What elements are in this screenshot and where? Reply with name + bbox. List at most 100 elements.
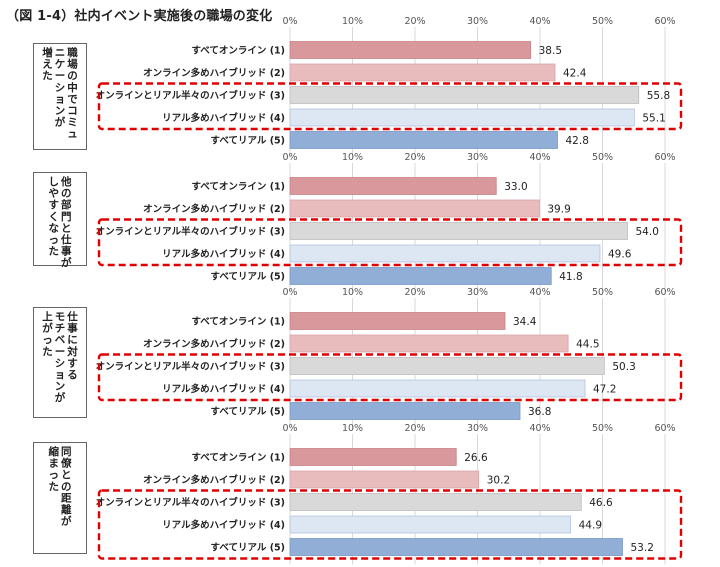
panel-label-char: コ — [67, 105, 78, 117]
tick-label: 50% — [592, 423, 613, 434]
bar — [289, 108, 635, 127]
panel-label-char: っ — [49, 234, 60, 246]
value-label: 42.4 — [563, 68, 587, 80]
category-label: オンライン多めハイブリッド (2) — [143, 203, 285, 215]
panel-label-char: 中 — [67, 81, 78, 94]
value-label: 34.4 — [513, 316, 537, 328]
value-label: 55.1 — [642, 113, 665, 125]
category-label: オンラインとリアル半々のハイブリッド (3) — [96, 90, 285, 102]
category-label: すべてリアル (5) — [211, 543, 285, 554]
panel-label-char: 部 — [61, 198, 72, 211]
panel-label-char: 職 — [67, 46, 78, 59]
panel-label-char: く — [49, 211, 60, 223]
category-label: オンライン多めハイブリッド (2) — [143, 474, 285, 486]
bar — [289, 312, 506, 330]
tick-label: 30% — [467, 152, 488, 163]
panel-label-char: ョ — [55, 93, 66, 105]
tick-label: 0% — [282, 16, 297, 27]
panel-label-char: ミ — [67, 117, 78, 129]
panel-label-char: ま — [49, 458, 60, 470]
panel-label-char: ン — [55, 381, 66, 393]
panel-label-char: と — [61, 222, 72, 234]
value-label: 41.8 — [559, 271, 582, 283]
category-label: すべてオンライン (1) — [191, 453, 285, 464]
value-label: 53.2 — [631, 542, 654, 554]
panel-label-char: 仕 — [60, 233, 72, 246]
category-label: オンラインとリアル半々のハイブリッド (3) — [96, 361, 285, 373]
panel-label — [33, 43, 87, 150]
value-label: 46.6 — [589, 497, 613, 509]
panel-label-char: チ — [55, 323, 66, 335]
tick-label: 10% — [342, 152, 363, 163]
value-label: 36.8 — [528, 406, 551, 418]
bar — [289, 177, 497, 195]
panel-label-char: 事 — [67, 322, 78, 335]
bar — [289, 402, 521, 420]
panel-label-char: ン — [55, 105, 66, 117]
panel-label-char: や — [49, 188, 60, 200]
tick-label: 40% — [529, 152, 550, 163]
tick-label: 60% — [654, 287, 675, 298]
panel-label-char: る — [67, 369, 78, 381]
category-label: すべてオンライン (1) — [191, 182, 285, 193]
panel-label-char: た — [49, 246, 60, 258]
tick-label: 50% — [592, 16, 613, 27]
category-label: リアル多めハイブリッド (4) — [162, 519, 285, 531]
panel-label-char: の — [61, 481, 72, 493]
value-label: 44.9 — [579, 520, 602, 532]
panel-label-char: が — [55, 391, 66, 404]
category-label: すべてオンライン (1) — [191, 46, 285, 57]
bar — [289, 199, 540, 218]
category-label: すべてオンライン (1) — [191, 317, 285, 328]
panel-label-char: の — [61, 188, 72, 200]
highlight-box — [97, 489, 683, 560]
tick-label: 60% — [654, 16, 675, 27]
value-label: 49.6 — [608, 249, 632, 261]
category-label: リアル多めハイブリッド (4) — [162, 383, 285, 395]
tick-label: 30% — [467, 16, 488, 27]
tick-label: 50% — [592, 287, 613, 298]
category-label: リアル多めハイブリッド (4) — [162, 112, 285, 124]
panel-label-char: 門 — [61, 211, 72, 223]
panel-label-char: え — [42, 59, 53, 71]
panel-label-char: シ — [55, 82, 66, 94]
bar — [289, 222, 628, 240]
bar — [289, 379, 586, 398]
tick-label: 20% — [404, 423, 425, 434]
tick-label: 40% — [529, 423, 550, 434]
tick-label: 10% — [342, 287, 363, 298]
figure-title: （図 1-4）社内イベント実施後の職場の変化 — [6, 9, 273, 24]
panel-label-char: す — [49, 199, 60, 211]
panel-label-char: ー — [55, 70, 66, 82]
value-label: 33.0 — [504, 181, 527, 193]
tick-label: 40% — [529, 287, 550, 298]
value-label: 47.2 — [593, 384, 616, 396]
category-label: オンラインとリアル半々のハイブリッド (3) — [96, 226, 285, 238]
tick-label: 30% — [467, 423, 488, 434]
value-label: 26.6 — [464, 452, 488, 464]
panel-label-char: 距 — [61, 492, 72, 504]
panel-label-char: 僚 — [60, 457, 72, 470]
category-label: すべてリアル (5) — [211, 272, 285, 283]
bar — [289, 357, 605, 375]
tick-label: 0% — [282, 423, 297, 434]
panel-label-char: が — [61, 256, 72, 269]
value-label: 42.8 — [566, 135, 589, 147]
panel-label-char: ケ — [55, 59, 66, 71]
panel-label-char: 他 — [60, 175, 72, 188]
bar — [289, 334, 569, 353]
tick-label: 20% — [404, 287, 425, 298]
bar — [289, 493, 582, 511]
category-label: オンライン多めハイブリッド (2) — [143, 67, 285, 79]
panel-label — [33, 442, 87, 554]
bar — [289, 538, 623, 556]
panel-label-char: が — [55, 116, 66, 129]
highlight-box — [97, 353, 683, 402]
panel-label-char: た — [49, 481, 60, 493]
tick-label: 40% — [529, 16, 550, 27]
panel-label-char: 事 — [61, 245, 72, 258]
bar — [289, 86, 640, 104]
panel-label-char: な — [49, 222, 60, 234]
value-label: 54.0 — [636, 226, 659, 238]
